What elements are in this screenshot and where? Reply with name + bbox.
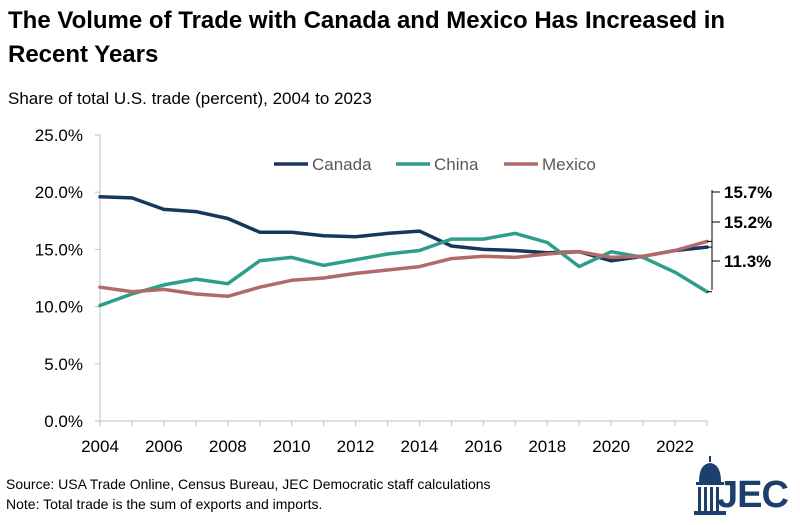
y-tick-label: 0.0% xyxy=(44,412,83,431)
chart-subtitle: Share of total U.S. trade (percent), 200… xyxy=(8,89,372,108)
source-note: Source: USA Trade Online, Census Bureau,… xyxy=(6,476,491,492)
x-tick-label: 2018 xyxy=(528,437,566,456)
end-value-label-china: 11.3% xyxy=(724,252,771,271)
y-tick-label: 20.0% xyxy=(35,183,83,202)
footnote: Note: Total trade is the sum of exports … xyxy=(6,496,323,512)
y-tick-label: 10.0% xyxy=(35,298,83,317)
jec-logo: JEC xyxy=(690,456,790,518)
end-value-label-canada: 15.2% xyxy=(724,213,772,232)
x-tick-label: 2020 xyxy=(592,437,630,456)
legend-label-mexico: Mexico xyxy=(542,155,596,174)
end-value-label-mexico: 15.7% xyxy=(724,183,772,202)
logo-text: JEC xyxy=(717,474,789,516)
capitol-dome-icon xyxy=(694,456,726,515)
x-tick-label: 2014 xyxy=(401,437,439,456)
x-tick-label: 2016 xyxy=(464,437,502,456)
series-line-canada xyxy=(98,195,709,263)
y-tick-label: 25.0% xyxy=(35,126,83,145)
y-tick-label: 5.0% xyxy=(44,355,83,374)
x-tick-label: 2004 xyxy=(81,437,119,456)
series-line-mexico xyxy=(98,239,709,299)
y-tick-label: 15.0% xyxy=(35,240,83,259)
x-tick-label: 2012 xyxy=(337,437,375,456)
legend-label-china: China xyxy=(434,155,479,174)
series-line-china xyxy=(98,231,709,308)
chart-title: The Volume of Trade with Canada and Mexi… xyxy=(8,7,726,68)
x-tick-label: 2008 xyxy=(209,437,247,456)
x-tick-label: 2006 xyxy=(145,437,183,456)
x-tick-label: 2022 xyxy=(656,437,694,456)
line-chart: 0.0% 5.0% 10.0% 15.0% 20.0% 25.0% 2004 2006 2008… xyxy=(35,126,772,456)
x-tick-label: 2010 xyxy=(273,437,311,456)
legend-label-canada: Canada xyxy=(312,155,372,174)
